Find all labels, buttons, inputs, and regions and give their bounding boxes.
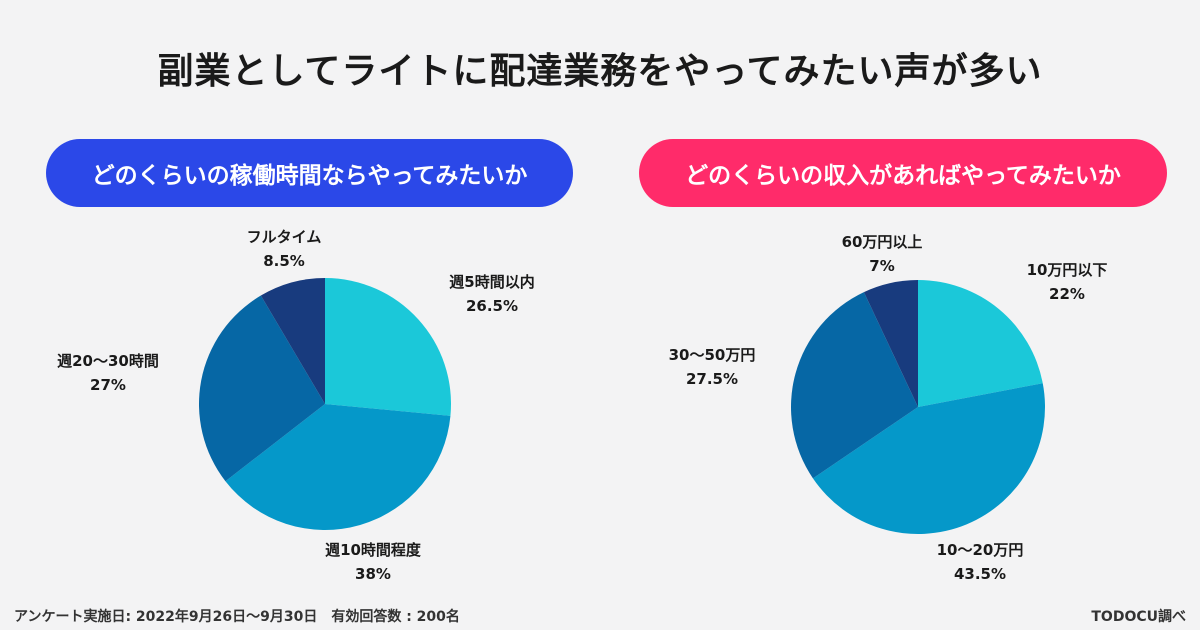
slice-label-0-2: 週20〜30時間 27% [57,352,159,394]
page-title: 副業としてライトに配達業務をやってみたい声が多い [157,51,1043,92]
slice-label-0-3: フルタイム 8.5% [246,228,322,270]
pie-slice-1-0 [918,280,1043,407]
chart-header-income: どのくらいの収入があればやってみたいか [639,139,1167,207]
slice-label-1-1: 10〜20万円 43.5% [936,541,1024,583]
pie-slice-1-2 [791,292,918,479]
slice-label-1-0: 10万円以下 22% [1026,261,1108,303]
source-credit: TODOCU調べ [1091,609,1186,625]
pie-slice-1-3 [863,280,918,407]
pie-slice-0-0 [325,278,451,416]
slice-label-1-2: 30〜50万円 27.5% [668,346,756,388]
pie-slice-0-1 [225,404,451,530]
pie-chart-income [791,280,1045,534]
slice-label-1-3: 60万円以上 7% [841,233,923,275]
pie-slice-1-1 [812,383,1045,534]
pie-chart-work-hours [198,278,451,530]
pie-slice-0-2 [198,295,325,482]
slice-label-0-0: 週5時間以内 26.5% [449,273,535,315]
survey-note: アンケート実施日: 2022年9月26日〜9月30日 有効回答数 : 200名 [14,609,460,625]
slice-label-0-1: 週10時間程度 38% [325,541,421,583]
pie-slice-0-3 [260,278,325,404]
chart-header-work-hours: どのくらいの稼働時間ならやってみたいか [46,139,573,207]
